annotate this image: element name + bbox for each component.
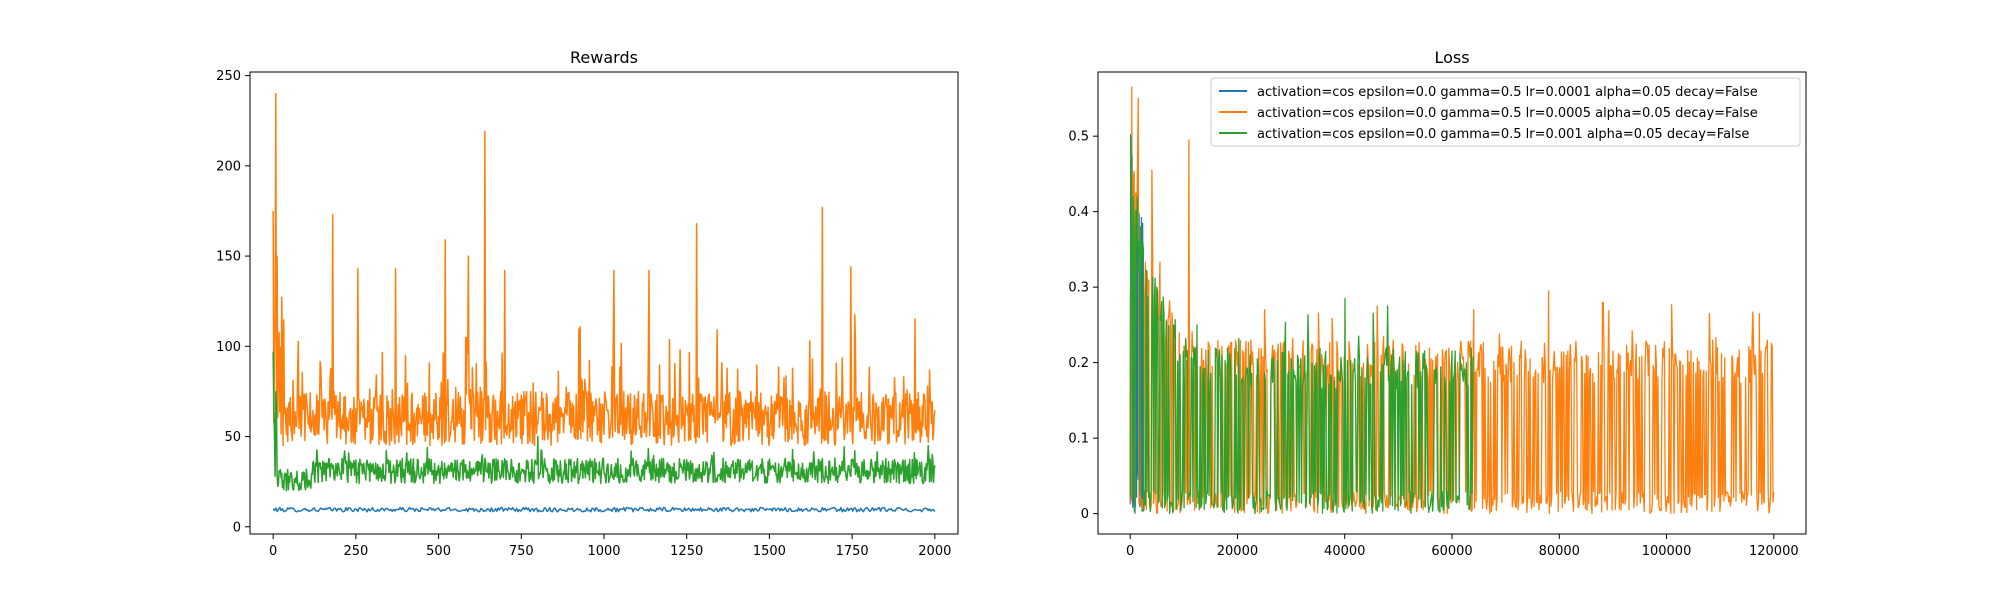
x-tick-label: 120000 — [1749, 544, 1799, 559]
y-tick-label: 0.2 — [1068, 356, 1089, 371]
x-tick-label: 20000 — [1217, 544, 1258, 559]
legend-label: activation=cos epsilon=0.0 gamma=0.5 lr=… — [1257, 106, 1758, 121]
loss-series-line — [1129, 135, 1474, 515]
x-tick-label: 0 — [269, 544, 277, 559]
x-tick-label: 40000 — [1324, 544, 1365, 559]
x-tick-label: 250 — [343, 544, 368, 559]
x-tick-label: 1250 — [670, 544, 703, 559]
y-tick-label: 250 — [216, 69, 241, 84]
rewards-series-line — [272, 506, 936, 513]
rewards-title: Rewards — [570, 48, 638, 67]
rewards-series-line — [272, 351, 936, 492]
legend-label: activation=cos epsilon=0.0 gamma=0.5 lr=… — [1257, 127, 1749, 142]
loss-lines — [1129, 86, 1775, 515]
loss-chart: Loss 0 20000 40000 60000 80000 100000 120000 0… — [1068, 48, 1807, 559]
legend-frame — [1210, 77, 1801, 147]
y-tick-label: 50 — [224, 430, 241, 445]
x-tick-label: 1500 — [753, 544, 786, 559]
x-tick-label: 1000 — [587, 544, 620, 559]
loss-legend: activation=cos epsilon=0.0 gamma=0.5 lr=… — [1210, 77, 1801, 147]
rewards-lines — [272, 92, 936, 513]
loss-y-axis-ticks: 0 0.1 0.2 0.3 0.4 0.5 — [1068, 130, 1098, 522]
y-tick-label: 0 — [1081, 507, 1089, 522]
rewards-chart: Rewards 0 250 500 750 1000 1250 1500 1750 2000 0… — [216, 48, 959, 559]
y-tick-label: 0.5 — [1068, 130, 1089, 145]
x-tick-label: 2000 — [918, 544, 951, 559]
x-tick-label: 60000 — [1431, 544, 1472, 559]
legend-label: activation=cos epsilon=0.0 gamma=0.5 lr=… — [1257, 85, 1758, 100]
x-tick-label: 80000 — [1539, 544, 1580, 559]
y-tick-label: 150 — [216, 250, 241, 265]
rewards-y-axis-ticks: 0 50 100 150 200 250 — [216, 69, 250, 535]
y-tick-label: 0 — [233, 520, 241, 535]
x-tick-label: 1750 — [836, 544, 869, 559]
y-tick-label: 100 — [216, 340, 241, 355]
loss-title: Loss — [1434, 48, 1469, 67]
loss-axes-frame — [1097, 71, 1807, 535]
rewards-axes-frame — [249, 71, 959, 535]
x-tick-label: 100000 — [1642, 544, 1692, 559]
y-tick-label: 0.4 — [1068, 205, 1089, 220]
rewards-series-line — [272, 92, 936, 447]
x-tick-label: 750 — [509, 544, 534, 559]
x-tick-label: 500 — [426, 544, 451, 559]
y-tick-label: 0.1 — [1068, 432, 1089, 447]
y-tick-label: 0.3 — [1068, 281, 1089, 296]
loss-x-axis-ticks: 0 20000 40000 60000 80000 100000 120000 — [1126, 534, 1799, 559]
y-tick-label: 200 — [216, 159, 241, 174]
x-tick-label: 0 — [1126, 544, 1134, 559]
rewards-x-axis-ticks: 0 250 500 750 1000 1250 1500 1750 2000 — [269, 534, 951, 559]
